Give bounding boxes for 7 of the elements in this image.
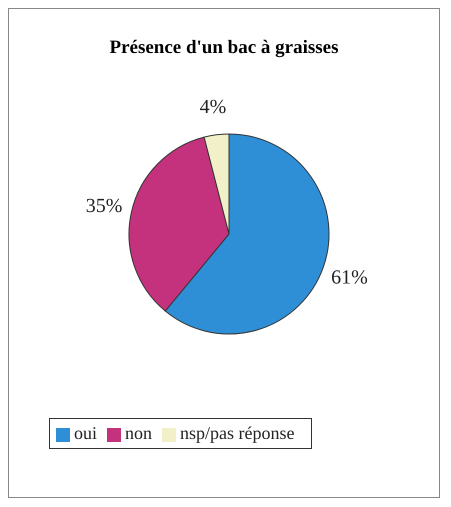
legend-label: non [125,423,152,443]
legend-label: nsp/pas réponse [180,423,294,443]
data-label: 35% [86,195,122,218]
legend-label: oui [74,423,98,443]
data-label: 61% [331,266,368,288]
data-label: 4% [200,96,226,118]
chart-title: Présence d'un bac à graisses [108,37,340,59]
